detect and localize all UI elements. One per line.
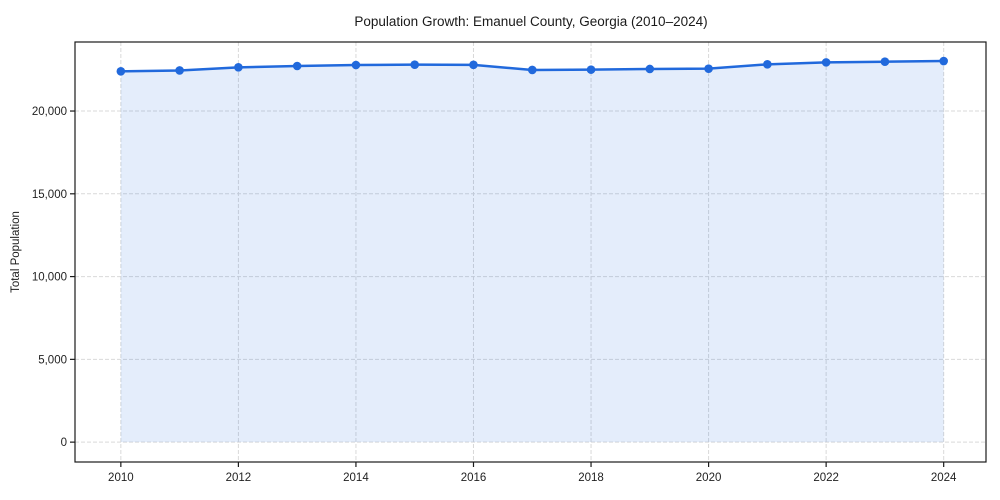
x-tick-label: 2012 <box>226 472 252 484</box>
data-point-2010 <box>116 67 126 76</box>
gridlines <box>75 42 986 462</box>
data-point-2019 <box>645 64 655 74</box>
data-point-2016 <box>469 60 478 70</box>
data-point-2021 <box>763 60 772 69</box>
x-tick-label: 2016 <box>461 472 487 484</box>
y-tick-label: 15,000 <box>32 189 67 201</box>
plot-border <box>74 41 987 463</box>
data-point-2012 <box>234 63 243 72</box>
y-axis-label: Total Population <box>10 211 22 293</box>
x-tick-label: 2024 <box>931 472 957 484</box>
x-tick-label: 2014 <box>343 472 369 484</box>
y-tick-label: 5,000 <box>38 354 67 366</box>
x-tick-label: 2020 <box>696 472 722 484</box>
tick-labels: 0 5,000 10,000 15,000 20,000 2010 2012 2014 2016… <box>32 106 957 484</box>
axes <box>70 41 987 467</box>
x-tick-label: 2022 <box>813 472 839 484</box>
data-point-2014 <box>351 60 361 70</box>
x-tick-label: 2010 <box>108 472 134 484</box>
y-tick-label: 0 <box>61 437 67 449</box>
area-fill <box>120 61 944 443</box>
data-point-2015 <box>410 60 420 69</box>
data-point-2023 <box>880 57 890 67</box>
data-point-2011 <box>175 66 184 75</box>
data-points <box>116 56 948 76</box>
data-point-2018 <box>586 65 596 74</box>
area-fill-shape <box>120 61 944 443</box>
data-point-2020 <box>704 64 713 73</box>
data-point-2024 <box>939 56 948 66</box>
y-tick-label: 10,000 <box>32 272 67 284</box>
y-tick-label: 20,000 <box>32 106 67 118</box>
data-point-2022 <box>821 58 831 67</box>
data-point-2013 <box>292 61 302 71</box>
data-point-2017 <box>527 65 537 75</box>
x-tick-label: 2018 <box>578 472 604 484</box>
chart-title: Population Growth: Emanuel County, Georg… <box>354 14 707 29</box>
